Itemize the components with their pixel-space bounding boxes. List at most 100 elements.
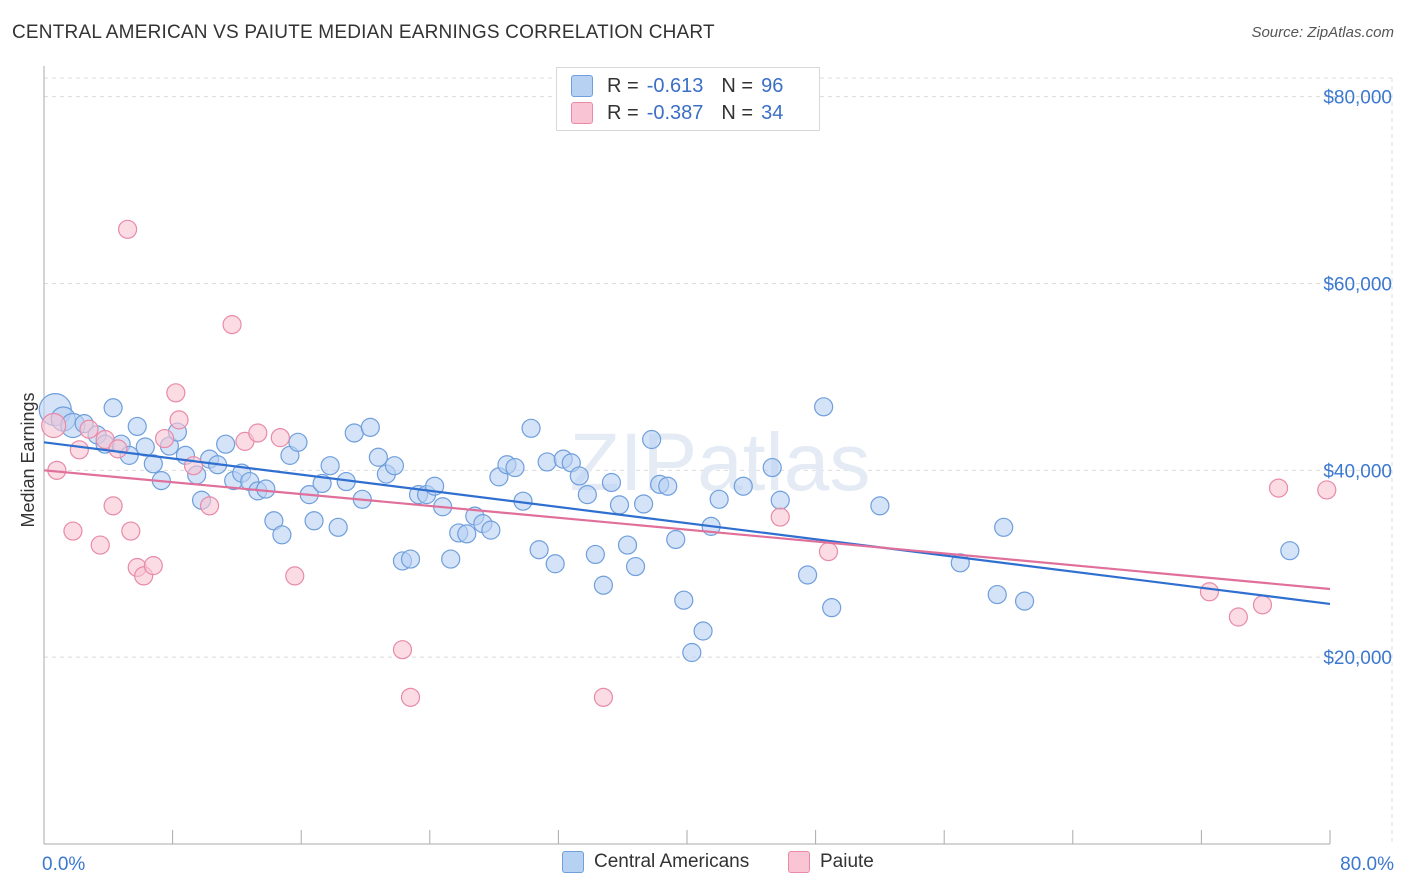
pink-swatch xyxy=(788,851,810,873)
central-american-point xyxy=(143,454,163,474)
central-american-point xyxy=(1014,591,1035,611)
central-american-point xyxy=(441,549,461,569)
paiute-point xyxy=(1228,607,1248,627)
central-american-point xyxy=(674,590,694,610)
r-value: -0.387 xyxy=(646,101,704,124)
central-american-point xyxy=(569,466,589,486)
legend-row-central-americans: R = -0.613 N = 96 xyxy=(571,73,783,99)
paiute-point xyxy=(154,428,175,449)
central-american-point xyxy=(344,423,364,443)
paiute-point xyxy=(41,412,67,439)
central-american-point xyxy=(577,485,597,505)
chart-title: CENTRAL AMERICAN VS PAIUTE MEDIAN EARNIN… xyxy=(12,22,715,43)
pink-swatch xyxy=(571,102,593,124)
central-american-point xyxy=(521,418,541,438)
central-american-point xyxy=(666,529,686,550)
paiute-trendline xyxy=(43,469,1331,591)
source-label: Source: ZipAtlas.com xyxy=(1251,24,1394,41)
central-american-point xyxy=(545,554,565,574)
central-american-point xyxy=(709,489,729,509)
central-american-point xyxy=(304,511,324,531)
paiute-point xyxy=(1317,480,1337,500)
central-american-point xyxy=(457,524,477,544)
legend-label: Paiute xyxy=(820,851,874,872)
y-tick-label: $80,000 xyxy=(1323,88,1392,109)
paiute-point xyxy=(1252,595,1273,615)
central-american-point xyxy=(1280,541,1300,561)
paiute-point xyxy=(199,496,220,516)
central-american-point xyxy=(733,476,753,496)
legend-item-paiute[interactable]: Paiute xyxy=(788,851,874,873)
central-american-point xyxy=(770,490,790,510)
central-american-point xyxy=(127,416,147,437)
central-american-point xyxy=(103,398,123,418)
paiute-point xyxy=(63,521,83,541)
paiute-point xyxy=(1199,582,1220,602)
central-american-point xyxy=(272,525,292,545)
central-american-point xyxy=(368,447,388,467)
paiute-point xyxy=(69,440,89,460)
central-american-point xyxy=(593,575,614,595)
correlation-legend: R = -0.613 N = 96 R = -0.387 N = 34 xyxy=(556,67,820,131)
central-american-point xyxy=(693,621,713,641)
y-tick-label: $60,000 xyxy=(1323,275,1392,296)
central-american-point xyxy=(994,517,1014,537)
central-american-point xyxy=(288,432,308,452)
central-american-point xyxy=(822,598,842,618)
legend-item-central-americans[interactable]: Central Americans xyxy=(562,851,749,873)
central-american-point xyxy=(360,417,380,437)
trend-lines xyxy=(43,441,1331,606)
n-label: N = xyxy=(721,101,754,124)
central-american-point xyxy=(633,494,654,514)
blue-swatch xyxy=(562,851,584,873)
paiute-point xyxy=(818,542,839,562)
central-american-point xyxy=(384,456,405,476)
y-tick-label: $20,000 xyxy=(1323,648,1392,669)
paiute-point xyxy=(166,383,186,403)
central-american-point xyxy=(320,456,340,476)
n-label: N = xyxy=(721,74,754,97)
tick-labels: $20,000 $40,000 $60,000 $80,000 0.0% 80.0% xyxy=(42,88,1394,875)
central-american-point xyxy=(529,540,549,560)
central-american-point xyxy=(762,457,782,478)
paiute-point xyxy=(392,640,413,660)
central-american-point xyxy=(400,549,421,569)
central-american-point xyxy=(682,642,702,663)
data-points xyxy=(38,219,1337,707)
axes xyxy=(43,66,1331,845)
paiute-point xyxy=(248,423,268,443)
paiute-point xyxy=(285,566,305,586)
central-american-point xyxy=(601,472,622,493)
central-american-point xyxy=(625,556,646,577)
r-label: R = xyxy=(607,101,639,124)
blue-swatch xyxy=(571,75,593,97)
central-american-point xyxy=(870,496,890,516)
central-american-point xyxy=(537,452,557,472)
n-value: 96 xyxy=(761,74,784,97)
y-axis-label: Median Earnings xyxy=(18,392,38,527)
y-tick-label: $40,000 xyxy=(1323,461,1392,482)
series-legend: Central Americans Paiute xyxy=(0,851,1406,877)
paiute-point xyxy=(222,315,242,335)
r-label: R = xyxy=(607,74,639,97)
central-american-point xyxy=(617,535,638,555)
legend-row-paiute: R = -0.387 N = 34 xyxy=(571,100,783,126)
paiute-point xyxy=(121,521,141,541)
paiute-point xyxy=(270,428,290,448)
paiute-point xyxy=(400,687,421,707)
central-american-point xyxy=(256,479,276,499)
paiute-point xyxy=(593,687,614,707)
paiute-point xyxy=(108,439,128,459)
central-american-point xyxy=(658,476,678,496)
paiute-point xyxy=(95,429,115,450)
paiute-point xyxy=(90,535,110,555)
paiute-point xyxy=(1268,478,1289,498)
central-american-point xyxy=(585,544,605,565)
legend-label: Central Americans xyxy=(594,851,750,872)
central-american-point xyxy=(216,434,236,454)
central-american-point xyxy=(481,520,501,540)
central-american-point xyxy=(642,429,662,450)
central-american-point xyxy=(987,584,1007,605)
central-american-point xyxy=(797,565,818,585)
